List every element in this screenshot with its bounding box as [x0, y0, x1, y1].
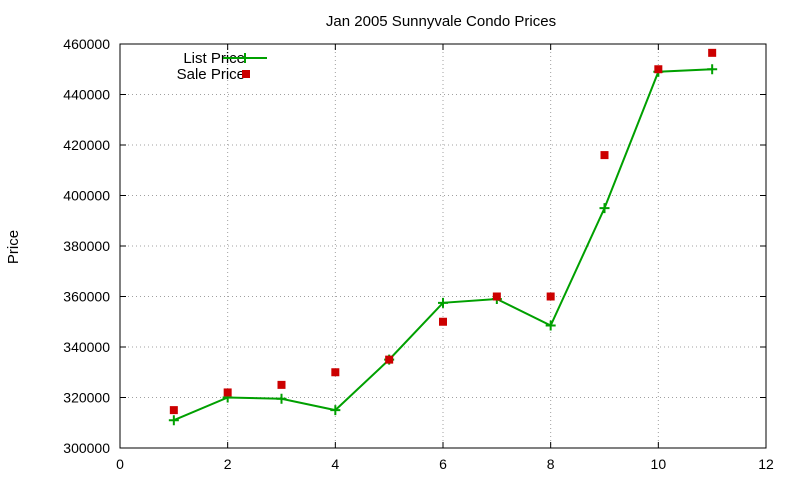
y-tick-label: 460000: [63, 36, 110, 52]
y-tick-label: 420000: [63, 137, 110, 153]
y-tick-label: 340000: [63, 339, 110, 355]
sale-price-point: [223, 388, 232, 397]
series-layer: [168, 48, 718, 426]
sale-price-point: [492, 292, 501, 301]
x-tick-label: 8: [547, 456, 555, 472]
list-price-point: [438, 297, 448, 308]
list-price-point: [707, 64, 718, 75]
x-tick-label: 10: [651, 456, 667, 472]
legend-plus-swatch: [240, 53, 250, 63]
x-tick-label: 0: [116, 456, 124, 472]
list-price-point: [330, 405, 341, 416]
y-tick-label: 320000: [63, 390, 110, 406]
y-axis-title: Price: [5, 230, 22, 264]
legend-label: List Price: [183, 50, 245, 67]
series-sale-price: [169, 48, 717, 415]
x-tick-label: 2: [224, 456, 232, 472]
sale-price-point: [439, 317, 447, 326]
grid-lines: [120, 44, 766, 448]
sale-price-point: [654, 65, 663, 74]
legend-square-swatch: [242, 70, 250, 78]
y-tick-label: 300000: [63, 440, 110, 456]
sale-price-point: [277, 380, 286, 389]
y-tick-label: 440000: [63, 87, 110, 103]
sale-price-point: [708, 48, 717, 57]
sale-price-point: [385, 355, 394, 364]
y-tick-label: 360000: [63, 289, 110, 305]
chart-title: Jan 2005 Sunnyvale Condo Prices: [326, 13, 556, 30]
y-tick-labels: 300000 320000 340000 360000 380000 400000 4200…: [63, 36, 110, 456]
legend-label: Sale Price: [177, 66, 245, 83]
plot-frame: [119, 43, 767, 449]
y-tick-label: 380000: [63, 238, 110, 254]
x-tick-label: 6: [439, 456, 447, 472]
sale-price-point: [169, 406, 178, 415]
sale-price-point: [546, 292, 555, 301]
x-tick-label: 12: [758, 456, 774, 472]
list-price-point: [599, 203, 610, 214]
sale-price-point: [600, 151, 609, 160]
list-price-point: [168, 415, 179, 426]
list-price-point: [545, 320, 556, 331]
sale-price-point: [331, 368, 340, 377]
list-price-point: [276, 393, 287, 404]
y-tick-label: 400000: [63, 188, 110, 204]
x-tick-label: 4: [331, 456, 339, 472]
x-tick-labels: 0 2 4 6 8 10 12: [116, 456, 774, 472]
